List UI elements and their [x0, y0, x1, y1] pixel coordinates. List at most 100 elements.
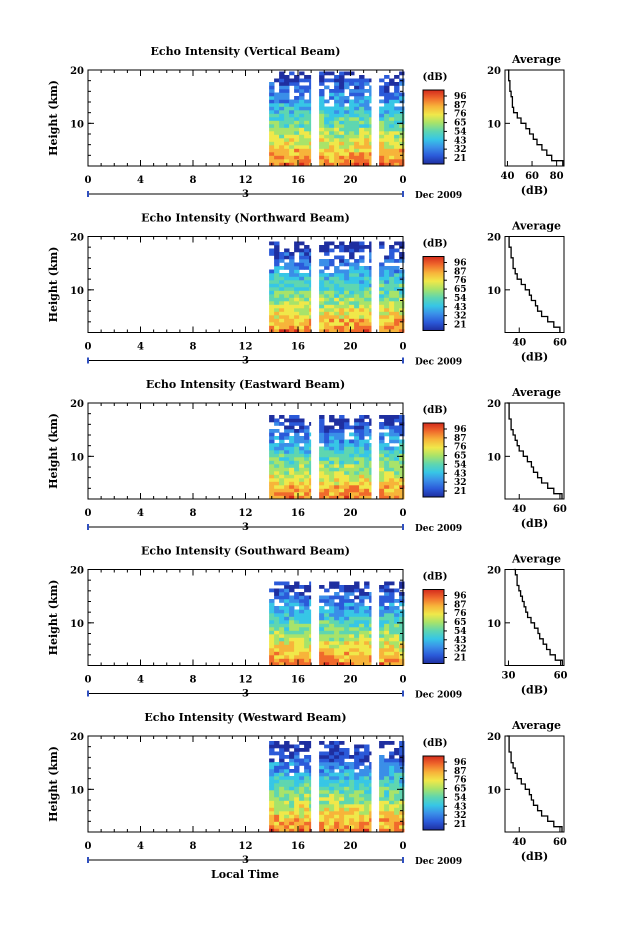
- heatmap-cell: [329, 294, 335, 298]
- heatmap-cell: [289, 138, 295, 142]
- heatmap-cell: [289, 623, 295, 628]
- heatmap-cell: [334, 592, 340, 596]
- heatmap-cell: [334, 266, 340, 270]
- heatmap-cell: [294, 301, 300, 305]
- heatmap-cell: [269, 283, 275, 288]
- heatmap-cell: [324, 641, 330, 645]
- heatmap-cell: [294, 120, 300, 125]
- heatmap-cell: [329, 138, 335, 142]
- y-axis-label: Height (km): [47, 247, 60, 323]
- heatmap-cell: [324, 662, 330, 666]
- heatmap-cell: [379, 828, 385, 833]
- heatmap-cell: [279, 75, 285, 79]
- heatmap-cell: [284, 592, 290, 596]
- heatmap-cell: [349, 131, 355, 135]
- heatmap-cell: [329, 616, 335, 621]
- heatmap-cell: [364, 311, 370, 316]
- heatmap-cell: [349, 793, 355, 798]
- heatmap-cell: [389, 613, 395, 617]
- heatmap-cell: [389, 152, 395, 156]
- heatmap-cell: [399, 613, 405, 617]
- heatmap-cell: [329, 460, 335, 465]
- heatmap-cell: [319, 648, 325, 652]
- heatmap-cell: [304, 283, 310, 288]
- heatmap-cell: [334, 793, 340, 798]
- heatmap-cell: [399, 581, 405, 586]
- profile-x-label: (dB): [521, 684, 548, 697]
- heatmap-cell: [364, 748, 370, 752]
- heatmap-cell: [359, 99, 365, 104]
- heatmap-cell: [379, 755, 385, 759]
- heatmap-cell: [379, 814, 385, 819]
- heatmap-cell: [289, 481, 295, 486]
- heatmap-cell: [349, 322, 355, 326]
- heatmap-cell: [399, 467, 405, 472]
- heatmap-cell: [364, 106, 370, 111]
- heatmap-cell: [319, 776, 325, 780]
- heatmap-cell: [334, 294, 340, 298]
- heatmap-cell: [354, 588, 360, 593]
- heatmap-cell: [319, 751, 325, 756]
- heatmap-cell: [304, 599, 310, 603]
- heatmap-cell: [359, 658, 365, 663]
- heatmap-cell: [269, 606, 275, 610]
- heatmap-cell: [364, 159, 370, 163]
- colorbar-tick-label: 54: [454, 793, 467, 803]
- heatmap-cell: [284, 318, 290, 323]
- heatmap-cell: [364, 315, 370, 319]
- heatmap-cell: [319, 138, 325, 142]
- heatmap-cell: [339, 422, 345, 426]
- heatmap-cell: [344, 127, 350, 132]
- heatmap-cell: [344, 71, 350, 76]
- heatmap-cell: [379, 138, 385, 142]
- heatmap-cell: [319, 415, 325, 419]
- heatmap-cell: [329, 655, 335, 659]
- heatmap-cell: [329, 89, 335, 93]
- heatmap-cell: [289, 807, 295, 812]
- date-label: Dec 2009: [415, 358, 462, 368]
- heatmap-cell: [279, 599, 285, 603]
- colorbar: [422, 755, 445, 831]
- heatmap-cell: [344, 294, 350, 298]
- heatmap-cell: [394, 457, 400, 461]
- heatmap-cell: [329, 141, 335, 146]
- x-tick-label: 0: [85, 675, 92, 686]
- heatmap-cell: [329, 613, 335, 617]
- heatmap-cell: [304, 481, 310, 486]
- heatmap-cell: [284, 755, 290, 759]
- heatmap-cell: [364, 592, 370, 596]
- heatmap-cell: [274, 266, 280, 270]
- heatmap-cell: [279, 776, 285, 780]
- heatmap-cell: [304, 804, 310, 808]
- heatmap-cell: [359, 446, 365, 451]
- x-tick-label: 0: [400, 675, 407, 686]
- heatmap-cell: [359, 92, 365, 97]
- heatmap-cell: [299, 145, 305, 149]
- heatmap-cell: [384, 266, 390, 270]
- heatmap-cell: [299, 152, 305, 156]
- heatmap-cell: [399, 828, 405, 833]
- heatmap-cell: [359, 134, 365, 139]
- heatmap-cell: [379, 262, 385, 267]
- heatmap-cell: [344, 308, 350, 312]
- heatmap-cell: [399, 474, 405, 479]
- heatmap-cell: [339, 155, 345, 160]
- heatmap-cell: [364, 478, 370, 482]
- heatmap-cell: [334, 131, 340, 135]
- heatmap-cell: [394, 159, 400, 163]
- heatmap-cell: [339, 602, 345, 607]
- heatmap-cell: [279, 581, 285, 586]
- heatmap-cell: [339, 648, 345, 652]
- heatmap-cell: [304, 124, 310, 128]
- heatmap-cell: [274, 294, 280, 298]
- heatmap-cell: [299, 485, 305, 489]
- heatmap-cell: [349, 478, 355, 482]
- heatmap-cell: [384, 138, 390, 142]
- heatmap-cell: [299, 266, 305, 270]
- heatmap-cell: [304, 662, 310, 666]
- heatmap-cell: [334, 613, 340, 617]
- heatmap-cell: [324, 266, 330, 270]
- heatmap-cell: [269, 103, 275, 107]
- x-tick-label: 20: [344, 841, 358, 852]
- heatmap-cell: [394, 599, 400, 603]
